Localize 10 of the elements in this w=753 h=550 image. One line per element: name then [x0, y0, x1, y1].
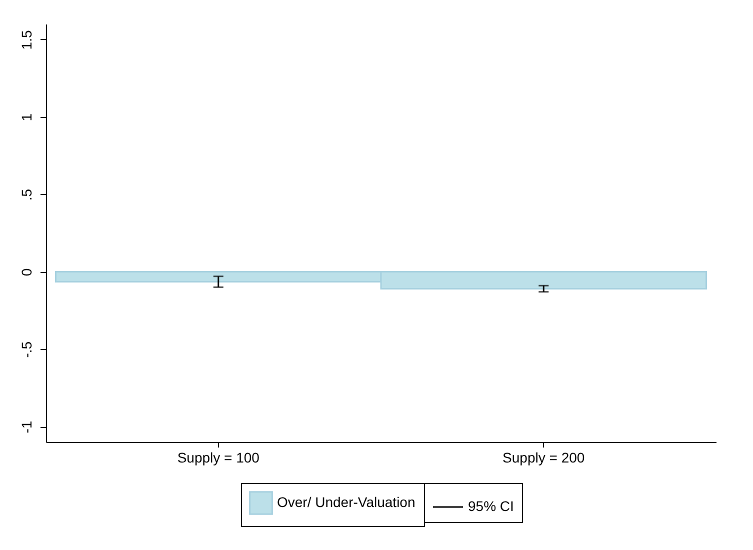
y-tick-label: 1.5 [18, 30, 34, 50]
y-tick-label: .5 [18, 188, 34, 201]
y-tick-label: -.5 [18, 341, 34, 358]
y-tick-label: 0 [18, 268, 34, 276]
y-tick-label: -1 [18, 420, 34, 434]
legend-label: Over/ Under-Valuation [277, 494, 416, 510]
x-tick-label: Supply = 100 [177, 450, 260, 466]
text: 95% CI [468, 498, 514, 514]
y-tick-label: 1 [18, 113, 34, 122]
x-tick-label: Supply = 200 [502, 450, 585, 466]
